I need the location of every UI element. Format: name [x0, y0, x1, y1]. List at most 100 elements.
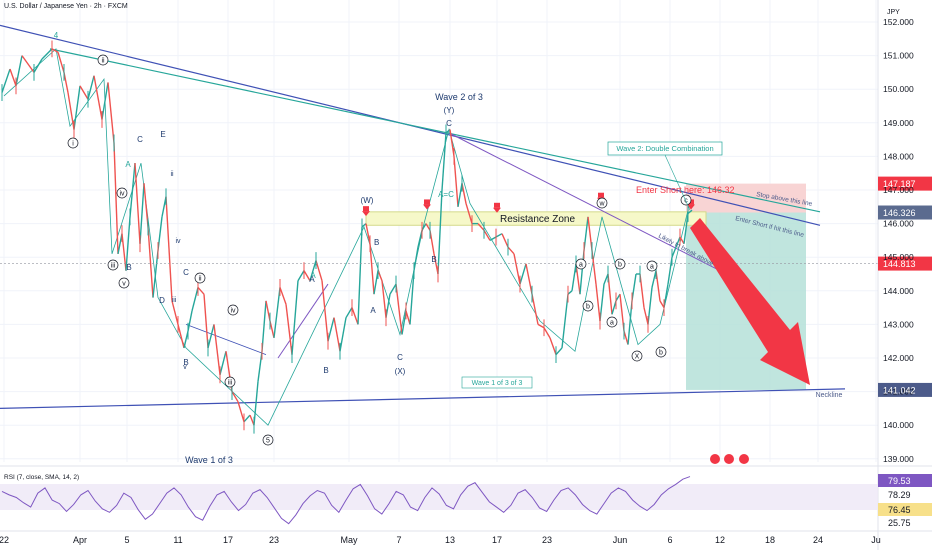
- y-tick-label: 139.000: [883, 454, 914, 464]
- price-segment: [477, 223, 485, 231]
- y-tick-label: 143.000: [883, 319, 914, 329]
- price-segment: [421, 223, 427, 231]
- price-segment: [121, 233, 127, 271]
- sub-b-label-3: b: [659, 350, 663, 357]
- wave-5-label: 5: [266, 438, 270, 445]
- price-segment: [101, 82, 109, 120]
- price-segment: [679, 236, 685, 245]
- price-segment: [675, 236, 681, 248]
- price-segment: [243, 414, 251, 423]
- roman-ii-lower-label: ii: [198, 276, 202, 283]
- price-segment: [409, 270, 415, 325]
- price-segment: [417, 230, 423, 248]
- price-segment: [437, 189, 443, 275]
- resistance-marker: [424, 199, 430, 205]
- x-tick-label: 18: [765, 535, 775, 545]
- y-tick-label: 149.000: [883, 118, 914, 128]
- sub-a-label-3-circle: [646, 260, 658, 272]
- sub-x-label: X: [635, 354, 640, 361]
- price-segment: [237, 401, 245, 423]
- price-segment: [9, 68, 17, 87]
- price-segment: [291, 280, 299, 355]
- price-segment: [495, 233, 503, 238]
- price-segment: [125, 216, 131, 271]
- price-segment: [537, 323, 545, 329]
- rsi-label: RSI (7, close, SMA, 14, 2): [4, 474, 79, 481]
- sub-a-label-2: a: [610, 320, 614, 327]
- price-segment: [273, 287, 281, 338]
- price-segment: [395, 283, 403, 335]
- rsi-tag-bg-2: [878, 503, 932, 516]
- price-segment: [41, 48, 53, 60]
- price-segment: [663, 283, 669, 308]
- y-tick-label: 141.000: [883, 387, 914, 397]
- price-segment: [599, 284, 605, 322]
- price-segment: [381, 280, 387, 318]
- sub-b-label-2: b: [618, 262, 622, 269]
- price-segment: [587, 216, 593, 251]
- price-segment: [389, 283, 397, 295]
- price-segment: [129, 163, 136, 217]
- entry-price-label-tag: [878, 205, 932, 220]
- wave-2-of-3-label: Wave 2 of 3: [435, 92, 483, 102]
- x-tick-label: Apr: [73, 535, 87, 545]
- current-price-label-tag: [878, 256, 932, 271]
- roman-iv-label: iv: [119, 191, 125, 198]
- price-segment: [279, 287, 287, 305]
- price-segment: [15, 55, 23, 86]
- roman-iii-label: iii: [111, 263, 116, 270]
- trendline-teal: [49, 48, 821, 213]
- price-segment: [1, 68, 11, 93]
- price-segment: [249, 414, 255, 426]
- price-segment: [575, 263, 581, 295]
- roman-iii-lower-label-circle: [224, 376, 236, 388]
- sub-b-label-2-circle: [614, 258, 626, 270]
- rsi-value-3: 76.45: [888, 505, 911, 515]
- price-axis-bg: [878, 0, 932, 550]
- price-segment: [21, 55, 35, 73]
- price-segment: [639, 273, 645, 308]
- resistance-marker-tip: [687, 204, 695, 210]
- break-line: [448, 132, 721, 272]
- sub-a-label-3: a: [650, 264, 654, 271]
- event-flag-icon: [724, 454, 734, 464]
- price-segment: [333, 317, 341, 352]
- rsi-value-1: 79.53: [888, 476, 911, 486]
- price-segment: [445, 128, 451, 134]
- x-tick-label: 6: [667, 535, 672, 545]
- price-segment: [647, 287, 653, 325]
- price-segment: [139, 183, 145, 244]
- resistance-marker-tip: [362, 211, 370, 217]
- rsi-value-4: 25.75: [888, 518, 911, 528]
- price-segment: [339, 317, 347, 352]
- a-equals-c-label: A=C: [438, 190, 454, 199]
- price-segment: [373, 270, 379, 295]
- price-segment: [327, 317, 335, 342]
- wave-1-of-3-of-3-box: [461, 376, 533, 389]
- roman-iii-lower-label: iii: [228, 380, 233, 387]
- x-tick-label: 5: [124, 535, 129, 545]
- wave-b-label-1: B: [374, 238, 379, 247]
- price-segment: [579, 250, 585, 295]
- price-segment: [219, 351, 227, 375]
- wave-4-label: 4: [54, 31, 59, 40]
- wave-1-of-3-label: Wave 1 of 3: [185, 455, 233, 465]
- price-segment: [93, 75, 103, 120]
- price-segment: [161, 196, 167, 218]
- price-segment: [87, 75, 95, 100]
- price-segment: [405, 310, 411, 325]
- price-segment: [285, 304, 293, 355]
- price-segment: [113, 142, 119, 254]
- double-combination-pointer: [664, 154, 691, 211]
- price-segment: [501, 233, 509, 248]
- price-segment: [134, 163, 141, 244]
- roman-ii-small: ii: [170, 171, 174, 178]
- price-segment: [351, 307, 359, 325]
- price-segment: [607, 273, 613, 315]
- roman-ii-label-circle: [97, 54, 109, 66]
- wave-c-upper: C: [137, 135, 143, 144]
- sub-b-label-3-circle: [655, 346, 667, 358]
- sub-a-label-1-circle: [575, 258, 587, 270]
- price-segment: [165, 196, 173, 301]
